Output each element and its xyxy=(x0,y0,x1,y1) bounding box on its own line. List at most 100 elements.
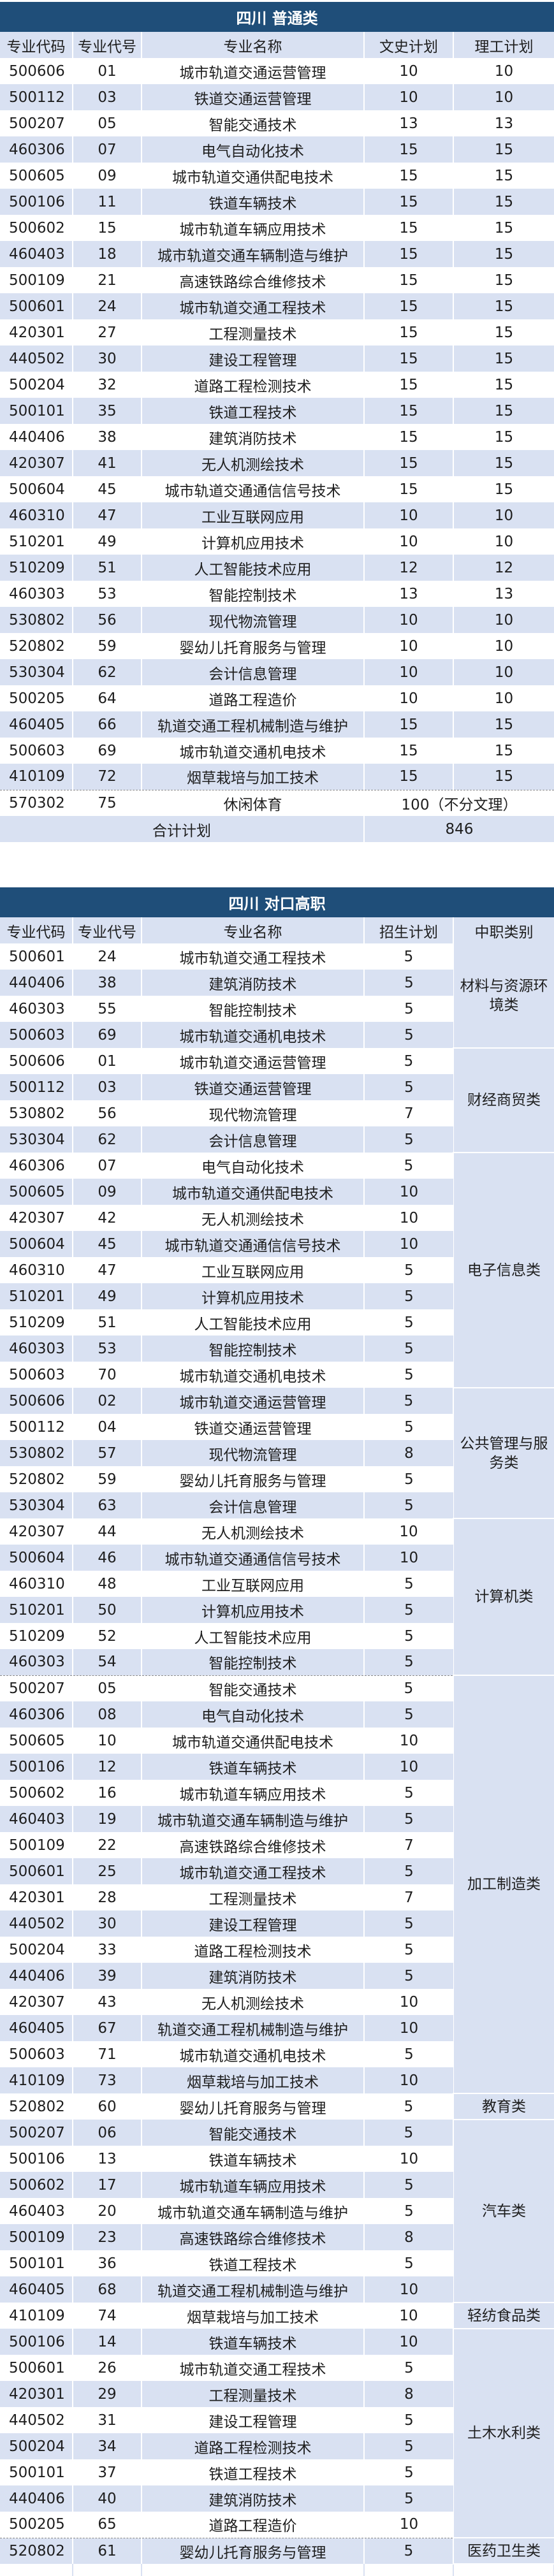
major-code: 460303 xyxy=(0,996,73,1022)
vocational-category: 电子信息类 xyxy=(453,1153,554,1388)
major-number: 31 xyxy=(73,2407,142,2433)
major-number: 66 xyxy=(73,711,142,738)
major-name: 无人机测绘技术 xyxy=(142,1205,365,1231)
major-number: 30 xyxy=(73,1910,142,1937)
major-number: 52 xyxy=(73,1623,142,1649)
major-number: 24 xyxy=(73,943,142,970)
major-name: 城市轨道交通车辆制造与维护 xyxy=(142,1806,365,1832)
plan-a: 5 xyxy=(364,2485,453,2512)
major-code: 460403 xyxy=(0,2198,73,2224)
major-code: 500109 xyxy=(0,1832,73,1858)
table-row: 530802 56 现代物流管理 7 xyxy=(0,1100,554,1126)
table-row: 500112 03 铁道交通运营管理 10 10 xyxy=(0,84,554,110)
major-name: 无人机测绘技术 xyxy=(142,1989,365,2015)
plan-a: 10 xyxy=(364,1179,453,1205)
major-number: 61 xyxy=(73,2537,142,2564)
plan-a: 15 xyxy=(364,450,454,476)
table-row: 460306 07 电气自动化技术 15 15 xyxy=(0,136,554,163)
vocational-category: 公共管理与服务类 xyxy=(453,1388,554,1519)
major-number: 63 xyxy=(73,1492,142,1518)
table-row: 500109 23 高速铁路综合维修技术 8 xyxy=(0,2224,554,2250)
table-row: 530304 62 会计信息管理 5 xyxy=(0,1126,554,1153)
major-number: 68 xyxy=(73,2276,142,2303)
major-code: 460405 xyxy=(0,711,73,738)
major-name: 工业互联网应用 xyxy=(142,1571,365,1597)
plan-a: 5 xyxy=(364,1675,454,1701)
major-code: 520802 xyxy=(0,2537,73,2564)
table-row: 530304 62 会计信息管理 10 10 xyxy=(0,659,554,685)
plan-b: 15 xyxy=(494,376,514,393)
major-name: 休闲体育 xyxy=(142,789,365,816)
plan-b: 13 xyxy=(494,115,514,132)
table-row: 500606 01 城市轨道交通运营管理 10 10 xyxy=(0,58,554,84)
column-header: 招生计划 xyxy=(364,917,454,943)
major-code: 500603 xyxy=(0,1362,73,1388)
major-number: 38 xyxy=(73,424,142,450)
major-code: 530304 xyxy=(0,659,73,685)
plan-a: 15 xyxy=(364,267,454,293)
table-row: 460303 53 智能控制技术 13 13 xyxy=(0,581,554,607)
table-row: 500606 02 城市轨道交通运营管理 5 公共管理与服务类 xyxy=(0,1388,554,1519)
major-name: 铁道交通运营管理 xyxy=(142,1074,365,1100)
table-row: 500605 09 城市轨道交通供配电技术 15 15 xyxy=(0,163,554,189)
plan-b: 10 xyxy=(494,637,514,655)
major-number: 16 xyxy=(73,1780,142,1806)
plan-a: 5 xyxy=(364,1963,453,1989)
table-row: 460303 53 智能控制技术 5 xyxy=(0,1335,554,1362)
major-code: 570302 xyxy=(0,789,73,816)
major-number: 59 xyxy=(73,1466,142,1492)
major-code: 500606 xyxy=(0,1388,73,1414)
plan-a: 10 xyxy=(364,502,454,528)
major-name: 道路工程造价 xyxy=(142,2512,365,2538)
table-row: 460306 08 电气自动化技术 5 xyxy=(0,1701,554,1728)
major-code: 440502 xyxy=(0,346,73,372)
plan-b: 15 xyxy=(494,219,514,236)
plan-a: 5 xyxy=(364,2433,453,2459)
table-row: 520802 61 婴幼儿托育服务与管理 5 医药卫生类 xyxy=(0,2537,554,2565)
major-name: 现代物流管理 xyxy=(142,1100,365,1126)
major-code: 500101 xyxy=(0,398,73,424)
column-header: 专业代码 xyxy=(0,32,73,58)
major-name: 道路工程检测技术 xyxy=(142,372,365,398)
major-name: 智能控制技术 xyxy=(142,1649,365,1675)
major-name: 工业互联网应用 xyxy=(142,502,365,528)
plan-b: 10 xyxy=(494,533,514,550)
major-number: 69 xyxy=(73,1022,142,1048)
major-name: 道路工程检测技术 xyxy=(142,2433,365,2459)
major-name: 城市轨道交通运营管理 xyxy=(142,1388,365,1414)
major-code: 440406 xyxy=(0,424,73,450)
major-number: 29 xyxy=(73,2381,142,2407)
major-code: 510201 xyxy=(0,1597,73,1623)
major-number: 62 xyxy=(73,659,142,685)
major-code: 500603 xyxy=(0,2041,73,2067)
major-name: 城市轨道交通机电技术 xyxy=(142,1362,365,1388)
major-name: 建筑消防技术 xyxy=(142,970,365,996)
major-number: 09 xyxy=(73,163,142,189)
plan-a: 5 xyxy=(404,2255,414,2272)
major-code: 500106 xyxy=(0,1754,73,1780)
major-number: 05 xyxy=(73,1675,142,1701)
major-name: 智能交通技术 xyxy=(142,1675,365,1701)
plan-a: 5 xyxy=(404,2202,414,2220)
major-name: 建筑消防技术 xyxy=(142,1963,365,1989)
table-row: 500603 69 城市轨道交通机电技术 15 15 xyxy=(0,738,554,764)
major-name: 建设工程管理 xyxy=(142,2407,365,2433)
major-code: 500604 xyxy=(0,1545,73,1571)
vocational-category: 加工制造类 xyxy=(453,1675,554,2094)
blank-cell xyxy=(73,2564,142,2576)
major-name: 城市轨道交通工程技术 xyxy=(142,2355,365,2381)
plan-a: 5 xyxy=(364,1388,454,1414)
table-row: 500106 11 铁道车辆技术 15 15 xyxy=(0,189,554,215)
table-row: 500204 33 道路工程检测技术 5 xyxy=(0,1937,554,1963)
major-name: 高速铁路综合维修技术 xyxy=(142,2224,365,2250)
major-number: 06 xyxy=(73,2120,142,2146)
major-number: 34 xyxy=(73,2433,142,2459)
plan-a: 15 xyxy=(364,346,454,372)
general-admission-table: 四川 普通类 专业代码 专业代号 专业名称 文史计划 理工计划 500606 01 城市轨道… xyxy=(0,2,554,842)
major-code: 520802 xyxy=(0,633,73,659)
table-row: 440502 31 建设工程管理 5 xyxy=(0,2407,554,2433)
major-name: 计算机应用技术 xyxy=(142,528,365,555)
major-number: 11 xyxy=(73,189,142,215)
major-number: 53 xyxy=(73,581,142,607)
table-row: 500604 46 城市轨道交通通信信号技术 10 xyxy=(0,1545,554,1571)
